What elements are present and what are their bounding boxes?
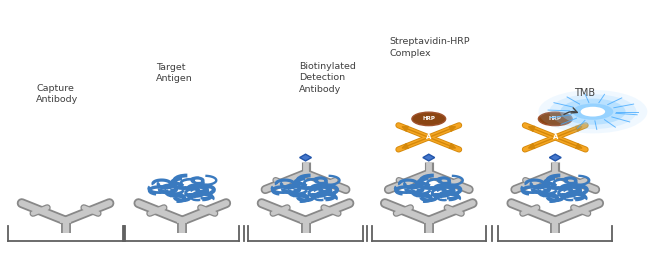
Text: HRP: HRP <box>422 116 436 121</box>
Circle shape <box>580 107 605 116</box>
Text: Streptavidin-HRP
Complex: Streptavidin-HRP Complex <box>390 37 471 57</box>
Circle shape <box>573 103 614 120</box>
Polygon shape <box>300 154 311 161</box>
Circle shape <box>560 99 625 125</box>
Polygon shape <box>549 154 561 161</box>
Polygon shape <box>423 154 435 161</box>
Circle shape <box>412 112 446 126</box>
Text: TMB: TMB <box>575 88 595 98</box>
Text: A: A <box>426 134 432 140</box>
Text: HRP: HRP <box>549 116 562 121</box>
Circle shape <box>549 94 636 129</box>
Text: Capture
Antibody: Capture Antibody <box>36 84 79 104</box>
Circle shape <box>538 112 572 126</box>
Text: A: A <box>552 134 558 140</box>
Circle shape <box>538 90 647 133</box>
Text: Target
Antigen: Target Antigen <box>157 63 193 83</box>
Text: Biotinylated
Detection
Antibody: Biotinylated Detection Antibody <box>299 62 356 94</box>
